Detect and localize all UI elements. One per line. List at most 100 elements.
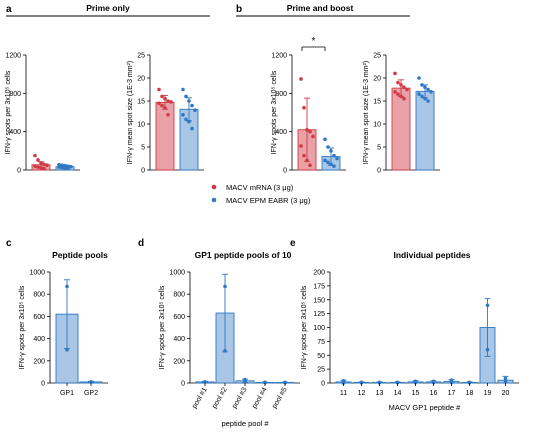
group-title-prime-boost: Prime and boost [287,3,354,13]
data-point [160,103,164,108]
data-point [65,347,69,352]
data-point [36,165,40,169]
data-point [323,158,327,163]
legend-label-mrna: MACV mRNA (3 μg) [226,183,294,192]
data-point [184,94,188,99]
y-tick-label: 0 [377,168,381,175]
data-point [413,380,418,385]
y-axis-label: IFN-γ spots per 3x10⁵ cells [159,285,166,369]
data-point [405,87,409,92]
data-point [420,83,424,87]
data-point [467,380,472,385]
x-tick-label: 12 [358,390,366,397]
data-point [39,166,43,170]
y-tick-label: 5 [377,145,381,152]
data-point [163,96,167,101]
data-point [299,144,303,148]
legend-marker-epm [211,197,217,203]
data-point [223,284,227,289]
data-point [166,99,170,103]
chart-title: GP1 peptide pools of 10 [195,250,292,260]
y-tick-label: 10 [373,122,381,129]
y-tick-label: 25 [137,53,145,60]
panel-letter-c: c [6,238,12,249]
y-tick-label: 400 [9,129,21,136]
y-tick-label: 25 [317,367,325,374]
data-point [33,164,37,168]
data-point [332,164,336,168]
data-point [160,94,164,99]
y-tick-label: 175 [313,283,325,290]
y-tick-label: 5 [141,145,145,152]
y-tick-label: 400 [173,336,185,343]
data-point [157,101,161,106]
data-point [332,153,336,158]
data-point [417,92,421,96]
x-tick-label: pool #2 [211,386,229,409]
y-axis-label: IFN-γ spots per 3x10⁵ cells [5,70,12,154]
data-point [426,87,430,92]
x-tick-label: 17 [448,390,456,397]
data-point [33,153,37,158]
data-point [311,134,315,139]
legend-label-epm: MACV EPM EABR (3 μg) [226,196,311,205]
y-tick-label: 0 [141,168,145,175]
chart-e: 0 25 50 75 100 125 150 175 200 IFN-γ spots per 3x… [301,250,519,412]
data-point [377,380,382,385]
y-axis-label: IFN-γ spots per 3x10⁵ cells [271,70,278,154]
data-point [166,113,170,117]
data-point [420,94,424,99]
data-point [169,100,173,104]
y-tick-label: 1200 [271,53,287,60]
y-axis-label: IFN-γ spots per 3x10⁵ cells [19,285,26,369]
y-tick-label: 0 [181,381,185,388]
panel-letter-a: a [6,4,12,15]
data-point [203,380,207,384]
x-tick-label: pool #5 [271,386,289,409]
bar [391,87,411,171]
chart-c: 0 200 400 600 800 1000 IFN-γ spots per 3x10⁵ c… [19,250,108,397]
data-point [184,117,188,122]
y-tick-label: 0 [41,381,45,388]
x-tick-label: 19 [484,390,492,397]
data-point [393,90,397,94]
data-point [396,92,400,96]
data-point [45,163,49,168]
data-point [426,99,430,103]
chart-a1: 0 400 800 1200 IFN-γ spots per 3x10⁵ cells [5,53,80,175]
data-point [181,87,185,92]
data-point [402,96,406,101]
data-point [42,162,46,167]
significance-star: * [312,36,316,47]
x-tick-label: pool #1 [191,386,209,409]
y-tick-label: 400 [33,336,45,343]
y-tick-label: 800 [173,292,185,299]
y-tick-label: 25 [373,53,381,60]
data-point [449,380,454,385]
y-tick-label: 20 [137,76,145,83]
panel-letter-b: b [236,4,242,15]
data-point [402,85,406,89]
data-point [283,380,287,385]
data-point [190,103,194,108]
data-point [39,161,43,165]
y-tick-label: 800 [9,91,21,98]
x-tick-label: 16 [430,390,438,397]
y-axis-label: IFN-γ mean spot size (1E-3 mm²) [363,61,370,164]
x-axis-label: MACV GP1 peptide # [389,403,462,412]
y-tick-label: 800 [33,292,45,299]
data-point [431,380,436,385]
data-point [305,127,309,132]
y-tick-label: 50 [317,353,325,360]
legend: MACV mRNA (3 μg) MACV EPM EABR (3 μg) [211,183,311,205]
x-tick-label: 18 [466,390,474,397]
data-point [223,349,227,353]
data-point [503,376,508,381]
y-tick-label: 600 [33,314,45,321]
y-tick-label: 1000 [29,270,45,277]
data-point [36,158,40,162]
y-tick-label: 20 [373,76,381,83]
data-point [299,77,303,81]
data-point [359,380,364,385]
